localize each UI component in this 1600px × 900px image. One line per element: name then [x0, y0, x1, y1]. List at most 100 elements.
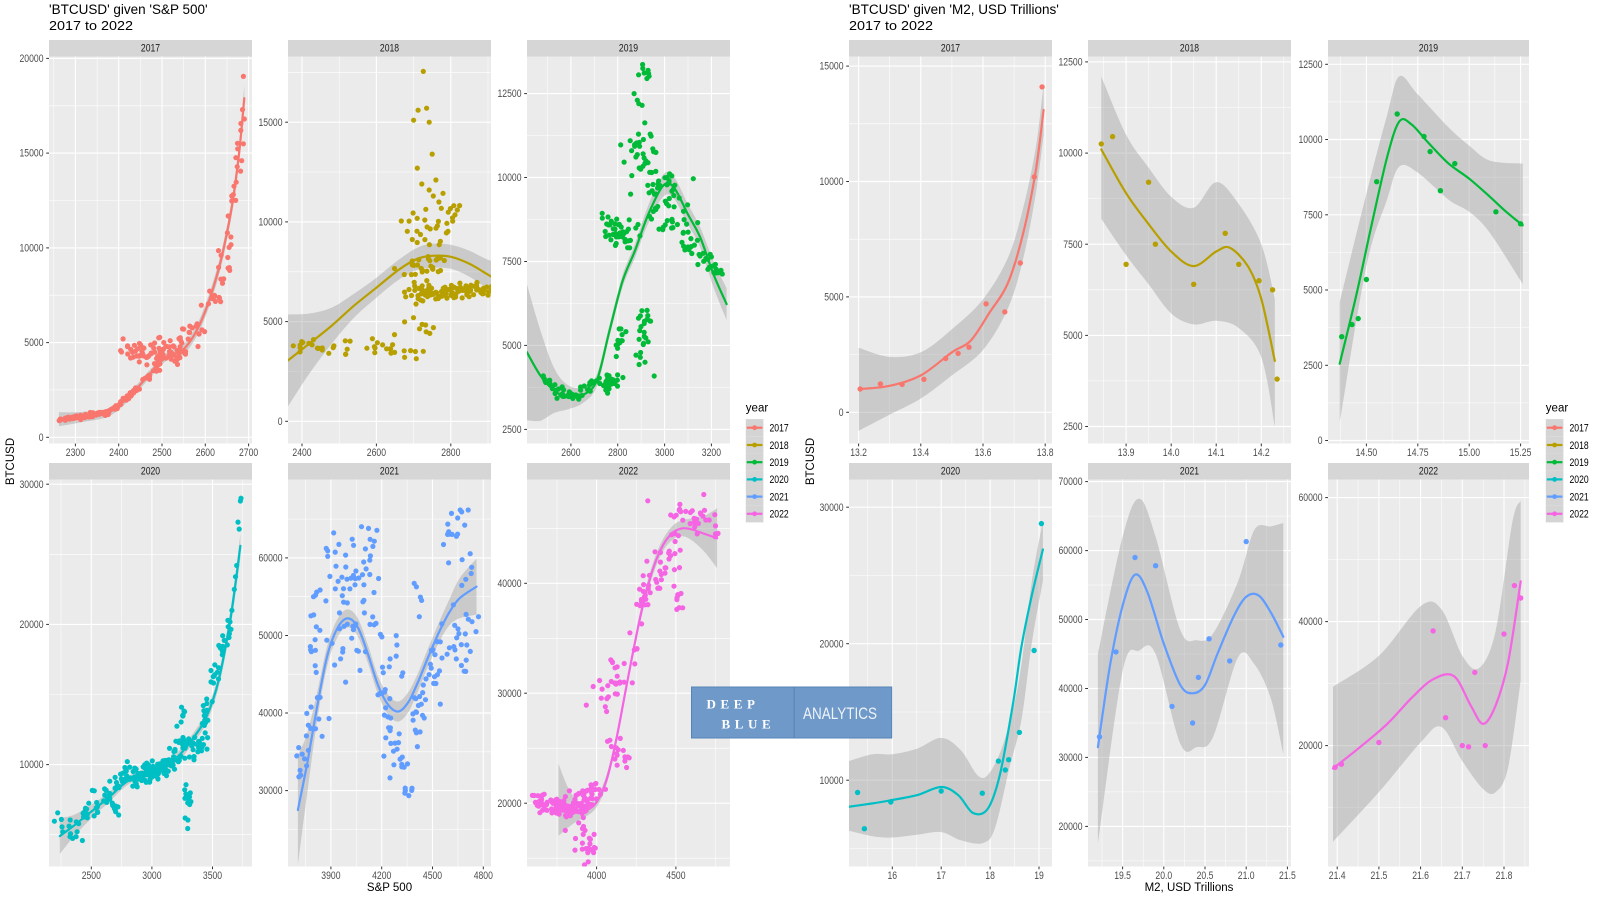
svg-text:year: year — [1546, 403, 1569, 415]
svg-text:BLUE: BLUE — [722, 717, 776, 732]
svg-text:2022: 2022 — [770, 509, 789, 521]
svg-text:15000: 15000 — [259, 117, 283, 129]
svg-text:S&P 500: S&P 500 — [367, 882, 412, 894]
svg-text:3900: 3900 — [321, 870, 340, 882]
svg-text:4000: 4000 — [587, 870, 606, 882]
svg-text:20000: 20000 — [498, 798, 522, 810]
svg-text:5000: 5000 — [1303, 285, 1322, 297]
svg-text:2022: 2022 — [619, 466, 638, 478]
svg-text:13.9: 13.9 — [1118, 447, 1135, 459]
svg-text:20000: 20000 — [20, 53, 44, 65]
svg-text:4800: 4800 — [474, 870, 493, 882]
svg-text:40000: 40000 — [259, 708, 283, 720]
svg-text:20000: 20000 — [1299, 740, 1323, 752]
svg-text:13.8: 13.8 — [1037, 447, 1054, 459]
svg-text:ANALYTICS: ANALYTICS — [803, 705, 877, 723]
svg-text:40000: 40000 — [1059, 683, 1083, 695]
svg-text:10000: 10000 — [820, 775, 844, 787]
svg-text:20.5: 20.5 — [1197, 870, 1214, 882]
svg-text:2019: 2019 — [1570, 457, 1589, 469]
svg-text:2021: 2021 — [770, 491, 789, 503]
svg-text:0: 0 — [1318, 435, 1323, 447]
svg-text:13.2: 13.2 — [850, 447, 867, 459]
svg-text:15.00: 15.00 — [1458, 447, 1480, 459]
svg-text:3500: 3500 — [203, 870, 222, 882]
svg-text:BTCUSD: BTCUSD — [805, 438, 817, 485]
svg-text:20000: 20000 — [820, 638, 844, 650]
svg-text:15000: 15000 — [20, 148, 44, 160]
svg-text:14.0: 14.0 — [1163, 447, 1180, 459]
svg-text:5000: 5000 — [824, 292, 843, 304]
svg-text:60000: 60000 — [1299, 492, 1323, 504]
svg-text:40000: 40000 — [498, 578, 522, 590]
svg-text:2017 to 2022: 2017 to 2022 — [849, 19, 933, 33]
svg-text:2500: 2500 — [1303, 360, 1322, 372]
svg-text:'BTCUSD' given 'M2, USD Trilli: 'BTCUSD' given 'M2, USD Trillions' — [849, 2, 1059, 17]
svg-text:2018: 2018 — [1180, 43, 1199, 55]
svg-text:40000: 40000 — [1299, 616, 1323, 628]
svg-text:21.4: 21.4 — [1329, 870, 1346, 882]
svg-text:7500: 7500 — [502, 256, 521, 268]
svg-text:2017: 2017 — [770, 423, 789, 435]
svg-text:17: 17 — [936, 870, 946, 882]
svg-text:2020: 2020 — [941, 466, 960, 478]
svg-text:12500: 12500 — [498, 88, 522, 100]
svg-text:2500: 2500 — [82, 870, 101, 882]
svg-text:21.0: 21.0 — [1238, 870, 1255, 882]
svg-text:2500: 2500 — [502, 424, 521, 436]
svg-text:14.2: 14.2 — [1253, 447, 1270, 459]
svg-text:10000: 10000 — [20, 759, 44, 771]
svg-text:20000: 20000 — [20, 619, 44, 631]
svg-text:2500: 2500 — [152, 447, 171, 459]
svg-text:DEEP: DEEP — [707, 697, 760, 712]
svg-text:2018: 2018 — [770, 440, 789, 452]
svg-text:2020: 2020 — [1570, 474, 1589, 486]
svg-text:2020: 2020 — [141, 466, 160, 478]
svg-text:3000: 3000 — [655, 447, 674, 459]
svg-text:2019: 2019 — [619, 43, 638, 55]
svg-text:2022: 2022 — [1419, 466, 1438, 478]
svg-text:2019: 2019 — [1419, 43, 1438, 55]
svg-text:2021: 2021 — [380, 466, 399, 478]
svg-text:2600: 2600 — [367, 447, 386, 459]
svg-text:50000: 50000 — [1059, 614, 1083, 626]
svg-text:4500: 4500 — [666, 870, 685, 882]
svg-text:30000: 30000 — [1059, 752, 1083, 764]
svg-text:21.7: 21.7 — [1454, 870, 1471, 882]
svg-text:2800: 2800 — [441, 447, 460, 459]
svg-text:12500: 12500 — [1059, 57, 1083, 69]
svg-text:60000: 60000 — [1059, 545, 1083, 557]
svg-text:20000: 20000 — [1059, 821, 1083, 833]
svg-text:21.8: 21.8 — [1496, 870, 1513, 882]
svg-text:2017: 2017 — [1570, 423, 1589, 435]
svg-text:14.1: 14.1 — [1208, 447, 1225, 459]
svg-text:2018: 2018 — [1570, 440, 1589, 452]
svg-text:2021: 2021 — [1180, 466, 1199, 478]
svg-text:4500: 4500 — [423, 870, 442, 882]
svg-text:2018: 2018 — [380, 43, 399, 55]
svg-text:year: year — [746, 403, 769, 415]
svg-text:16: 16 — [888, 870, 898, 882]
svg-text:5000: 5000 — [24, 337, 43, 349]
svg-text:15000: 15000 — [820, 61, 844, 73]
svg-text:M2, USD Trillions: M2, USD Trillions — [1145, 882, 1234, 894]
svg-text:7500: 7500 — [1063, 239, 1082, 251]
svg-text:2017: 2017 — [941, 43, 960, 55]
svg-text:10000: 10000 — [20, 243, 44, 255]
svg-text:'BTCUSD' given 'S&P 500': 'BTCUSD' given 'S&P 500' — [49, 2, 208, 17]
svg-text:10000: 10000 — [1059, 148, 1083, 160]
svg-text:30000: 30000 — [498, 688, 522, 700]
svg-text:5000: 5000 — [502, 340, 521, 352]
svg-text:13.6: 13.6 — [975, 447, 992, 459]
svg-text:BTCUSD: BTCUSD — [5, 438, 17, 485]
svg-text:2600: 2600 — [561, 447, 580, 459]
svg-text:2021: 2021 — [1570, 491, 1589, 503]
svg-text:2400: 2400 — [292, 447, 311, 459]
svg-text:30000: 30000 — [20, 479, 44, 491]
svg-text:3000: 3000 — [142, 870, 161, 882]
svg-text:21.6: 21.6 — [1412, 870, 1429, 882]
svg-text:13.4: 13.4 — [912, 447, 929, 459]
svg-text:18: 18 — [985, 870, 995, 882]
svg-text:10000: 10000 — [820, 176, 844, 188]
svg-text:0: 0 — [39, 432, 44, 444]
